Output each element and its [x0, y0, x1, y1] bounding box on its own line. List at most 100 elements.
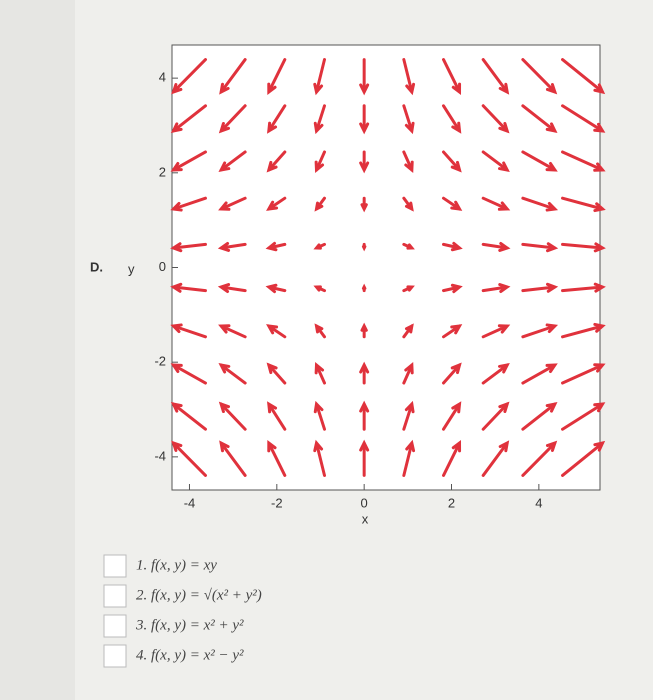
vector-arrow: [521, 242, 559, 253]
vector-arrow: [402, 242, 415, 250]
x-tick-label: -2: [271, 495, 283, 510]
y-tick-label: 2: [159, 164, 166, 179]
vector-arrow: [442, 104, 462, 134]
vector-arrow: [561, 58, 606, 95]
vector-arrow: [359, 439, 370, 477]
vector-arrow: [561, 440, 606, 477]
vector-arrow: [314, 150, 326, 174]
vector-arrow: [561, 402, 606, 431]
vector-arrow: [313, 400, 326, 431]
vector-arrow: [521, 104, 558, 134]
vector-arrow: [561, 282, 606, 293]
vector-arrow: [359, 400, 370, 431]
vector-arrow: [360, 322, 368, 339]
vector-arrow: [561, 150, 606, 172]
option-text: 2. f(x, y) = √(x² + y²): [136, 587, 262, 603]
vector-arrow: [219, 58, 247, 95]
vector-arrow: [170, 196, 207, 212]
vector-arrow: [266, 362, 287, 385]
vector-arrow: [481, 283, 511, 294]
vector-arrow: [402, 58, 416, 96]
vector-arrow: [359, 150, 370, 174]
vector-arrow: [170, 242, 207, 253]
vector-arrow: [561, 322, 606, 339]
vector-arrow: [267, 104, 287, 134]
x-tick-label: 2: [448, 495, 455, 510]
checkbox[interactable]: [103, 584, 127, 608]
vector-arrow: [521, 282, 559, 293]
option-text: 4. f(x, y) = x² − y²: [136, 647, 244, 663]
vector-arrow: [219, 440, 247, 477]
vector-arrow: [266, 150, 287, 173]
vector-arrow: [481, 324, 511, 339]
vector-arrow: [218, 324, 247, 339]
vector-arrow: [170, 282, 207, 293]
vector-arrow: [521, 401, 558, 431]
vector-arrow: [481, 363, 510, 385]
vector-arrow: [521, 196, 559, 212]
vector-arrow: [481, 58, 510, 95]
vector-arrow: [402, 400, 415, 431]
plot-area: [171, 44, 601, 491]
x-tick-label: 4: [535, 495, 542, 510]
vector-arrow: [218, 363, 247, 385]
vector-arrow: [360, 196, 368, 213]
vector-arrow: [313, 285, 326, 293]
y-tick-label: 4: [159, 70, 166, 85]
vector-arrow: [481, 150, 510, 172]
vector-arrow: [170, 150, 207, 172]
vector-arrow: [170, 363, 207, 385]
vector-arrow: [402, 323, 414, 339]
checkbox[interactable]: [103, 614, 127, 638]
vector-arrow: [402, 361, 414, 385]
vector-arrow: [171, 58, 207, 95]
vector-arrow: [313, 58, 326, 96]
vector-arrow: [267, 440, 287, 477]
vector-arrow: [402, 196, 414, 212]
vector-arrow: [314, 196, 326, 212]
vector-arrow: [481, 104, 510, 134]
option-boxes: [103, 554, 127, 668]
vector-arrow: [218, 150, 247, 172]
checkbox[interactable]: [103, 644, 127, 668]
vector-arrow: [521, 58, 558, 95]
x-tick-label: -4: [184, 495, 196, 510]
vector-arrow: [561, 104, 606, 133]
vector-arrow: [313, 104, 326, 135]
vector-arrow: [442, 401, 462, 431]
vector-arrow: [314, 323, 326, 339]
vector-arrow: [402, 150, 414, 174]
vector-arrow: [266, 324, 287, 339]
checkbox[interactable]: [103, 554, 127, 578]
vector-arrow: [402, 104, 415, 135]
vector-arrow: [267, 401, 287, 431]
vector-arrow: [442, 324, 463, 339]
vector-arrow: [266, 196, 287, 211]
vector-arrow: [218, 401, 247, 431]
vector-arrow: [265, 283, 287, 294]
vector-arrow: [218, 196, 247, 211]
vector-arrow: [442, 241, 463, 252]
vector-arrow: [170, 104, 207, 134]
vector-arrow: [218, 104, 247, 134]
vector-arrow: [442, 283, 463, 294]
vector-arrow: [171, 440, 207, 477]
vector-arrow: [402, 439, 416, 477]
vector-arrow: [481, 440, 510, 477]
vector-arrow: [217, 241, 247, 252]
vector-arrow: [359, 361, 370, 385]
vector-arrow: [265, 241, 287, 252]
y-tick-label: -2: [154, 354, 166, 369]
vector-arrow: [361, 283, 367, 293]
vector-arrow: [521, 150, 558, 172]
panel-label: D.: [90, 259, 103, 274]
vector-arrow: [442, 440, 462, 477]
vector-arrow: [561, 363, 606, 385]
vector-arrow: [521, 440, 558, 477]
vector-arrow: [481, 196, 511, 211]
y-axis-label: y: [128, 261, 135, 276]
vector-arrow: [442, 196, 463, 211]
vector-arrow: [314, 361, 326, 385]
